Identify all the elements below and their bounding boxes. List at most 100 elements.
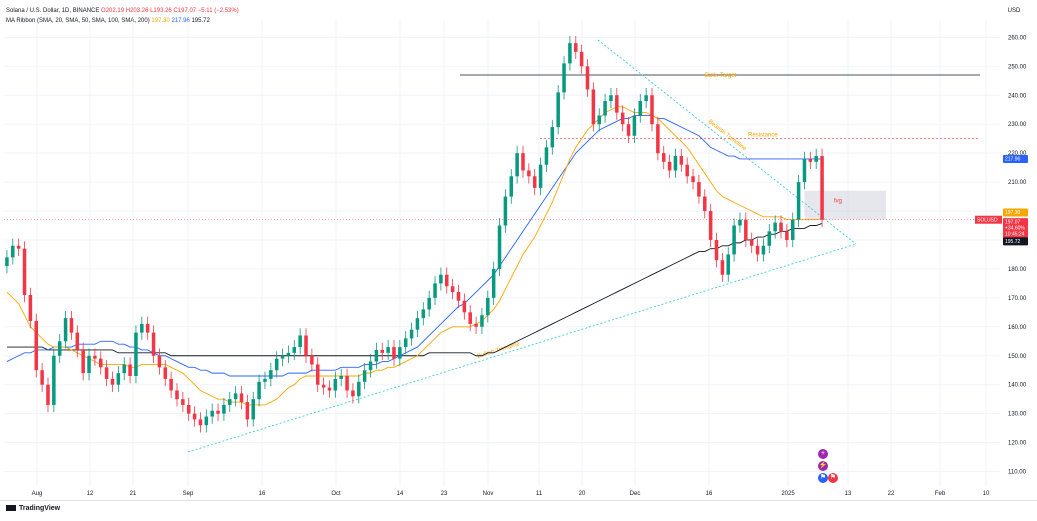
flag-icon-us[interactable]: ⚑ [818,473,828,483]
candle[interactable] [562,63,566,93]
candle[interactable] [403,338,408,348]
candle[interactable] [304,335,308,356]
ma20-line[interactable] [6,106,823,406]
candle[interactable] [433,283,437,298]
candle[interactable] [597,115,601,125]
candle[interactable] [814,156,818,162]
candle[interactable] [269,370,273,379]
candle[interactable] [333,378,338,391]
candle[interactable] [151,332,156,356]
candle[interactable] [134,332,138,377]
flag-icon-us-2[interactable]: ⚑ [828,473,838,483]
candle[interactable] [574,43,578,52]
candle[interactable] [808,158,813,162]
candle[interactable] [274,358,279,371]
candle[interactable] [57,341,62,356]
candle[interactable] [99,358,103,368]
candle[interactable] [345,376,349,391]
candle[interactable] [527,170,531,177]
candle[interactable] [779,222,783,232]
candle[interactable] [720,260,725,275]
candle[interactable] [521,153,525,171]
candle[interactable] [462,300,467,313]
candle[interactable] [626,124,631,136]
candle[interactable] [609,95,613,102]
candle[interactable] [163,367,168,379]
candle[interactable] [415,318,420,330]
candle[interactable] [87,355,91,374]
candle[interactable] [292,347,297,353]
candle[interactable] [603,101,607,116]
candle[interactable] [515,153,519,177]
candle[interactable] [796,182,801,220]
ma200-line[interactable] [6,222,823,357]
candle[interactable] [321,384,326,388]
candle[interactable] [11,245,15,258]
candle[interactable] [444,274,449,287]
candle[interactable] [691,176,695,183]
candle[interactable] [315,364,320,385]
candle[interactable] [644,95,648,102]
candle[interactable] [486,297,490,316]
candle[interactable] [767,231,772,246]
bearish-trendline[interactable] [597,39,857,245]
candle[interactable] [5,257,9,267]
candle[interactable] [362,370,367,382]
candle[interactable] [679,156,684,165]
candle[interactable] [544,147,549,165]
candle[interactable] [157,355,162,368]
candle[interactable] [233,393,238,400]
candle[interactable] [204,416,209,426]
candle[interactable] [732,225,736,255]
candle[interactable] [192,413,197,420]
candle[interactable] [738,219,742,226]
candle[interactable] [450,286,455,293]
candle[interactable] [69,318,74,333]
candle[interactable] [456,292,461,301]
candle[interactable] [104,367,109,379]
tradingview-logo[interactable]: TradingView [6,505,60,512]
candle[interactable] [181,399,185,405]
candle[interactable] [34,321,39,371]
candle[interactable] [22,248,27,295]
candle[interactable] [398,347,402,359]
candle[interactable] [632,115,637,136]
candle[interactable] [339,376,343,379]
candle[interactable] [210,410,214,417]
candle[interactable] [468,312,472,324]
candle[interactable] [761,245,766,255]
candle[interactable] [550,127,555,148]
candle[interactable] [110,378,115,385]
candle[interactable] [357,381,361,397]
candle[interactable] [239,393,244,403]
indicator-title[interactable]: MA Ribbon (SMA, 20, SMA, 50, SMA, 100, S… [6,18,150,24]
candle[interactable] [298,335,302,348]
candle[interactable] [585,66,590,90]
candle[interactable] [820,156,824,220]
candle[interactable] [427,297,431,310]
candle[interactable] [439,274,443,284]
candle[interactable] [380,349,385,353]
candle[interactable] [703,196,707,212]
candle[interactable] [186,404,191,414]
candle[interactable] [697,182,701,197]
candle[interactable] [497,225,502,269]
candle[interactable] [122,364,126,374]
candle[interactable] [503,196,508,226]
candle[interactable] [169,378,173,391]
candle[interactable] [568,43,572,64]
candle[interactable] [40,370,44,385]
candle[interactable] [374,349,379,362]
candle[interactable] [63,318,68,342]
candle[interactable] [708,211,713,240]
candle[interactable] [685,164,689,177]
candle[interactable] [409,329,414,339]
candle[interactable] [93,355,97,359]
candle[interactable] [638,101,643,116]
candle[interactable] [785,231,789,240]
candle[interactable] [245,402,250,420]
candle[interactable] [222,404,226,414]
candle[interactable] [656,124,660,154]
event-icon-2[interactable]: ⚡ [818,461,828,471]
bullish-trendline[interactable] [187,243,857,453]
